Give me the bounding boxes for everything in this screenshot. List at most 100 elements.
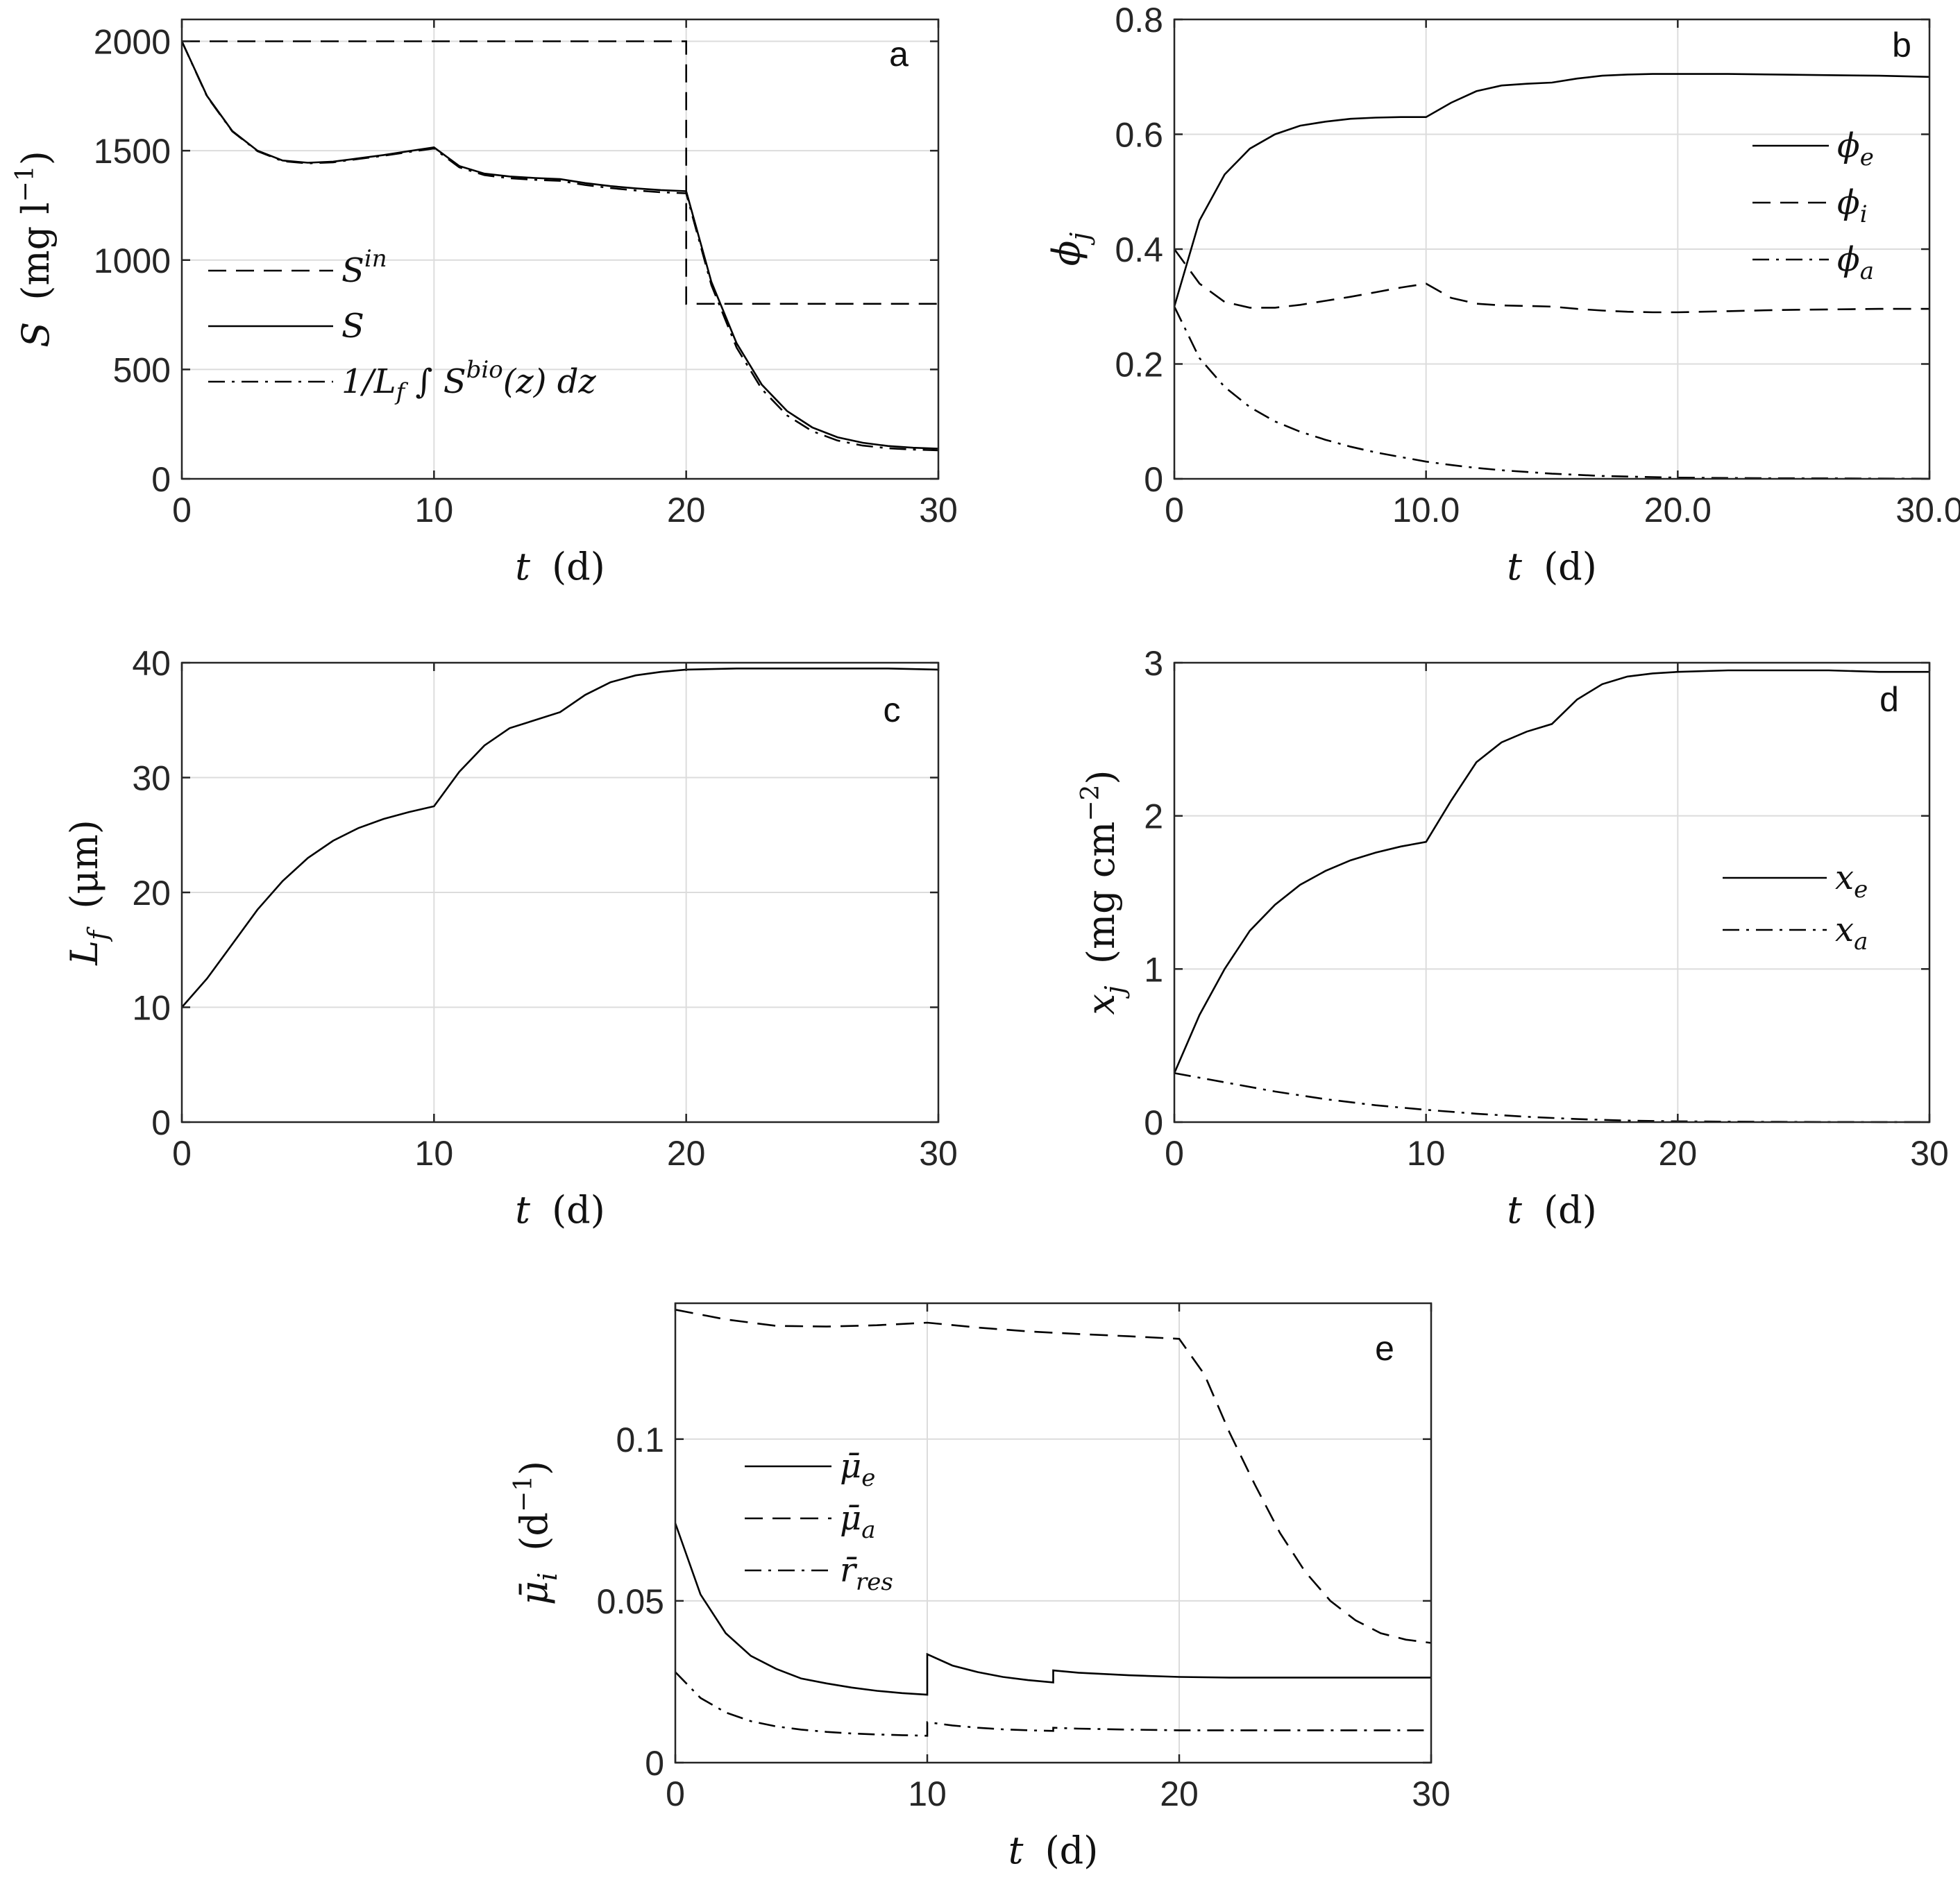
y-axis-variable: x	[1079, 994, 1123, 1015]
x-tick-label: 0	[172, 1134, 192, 1173]
legend-base: μ̄	[840, 1447, 861, 1486]
series-line-e	[1173, 73, 1930, 307]
y-tick-label: 0	[151, 460, 171, 499]
x-tick-label: 0	[1165, 491, 1184, 529]
y-tick-label: 1000	[94, 241, 171, 280]
series-line-e	[674, 1523, 1431, 1696]
panel-c: 0 10 20 30 0 10 20 30 40 t (d) Lf (μm) c	[62, 644, 958, 1232]
legend-label-a: μ̄a	[840, 1499, 875, 1544]
legend-base: x	[1835, 858, 1854, 897]
y-tick-label: 40	[132, 644, 171, 683]
x-axis-unit: (d)	[540, 1188, 605, 1232]
panel-label: d	[1879, 680, 1899, 719]
legend-label-l-f-s-bio-z-dz: 1/Lf ∫ Sbio(z) dz	[341, 356, 596, 406]
x-axis-unit: (d)	[540, 545, 605, 588]
legend: μ̄e μ̄a r̄res	[745, 1447, 893, 1596]
panel-label: c	[884, 690, 901, 729]
y-tick-label: 1500	[94, 132, 171, 171]
y-tick-label: 1	[1144, 950, 1163, 989]
y-tick-label: 0.4	[1115, 230, 1163, 269]
legend-label-x-e: xe	[1835, 858, 1868, 904]
series-line-r-res	[675, 1671, 1431, 1737]
y-tick-label: 10	[132, 989, 171, 1028]
y-axis-unit: (mg cm	[1079, 822, 1123, 976]
x-tick-label: 0	[1165, 1134, 1184, 1173]
y-axis-label: Lf (μm)	[62, 820, 113, 966]
y-axis-unit: (d	[512, 1512, 556, 1563]
legend-subscript: a	[1854, 928, 1868, 956]
panel-a: 0 10 20 30 0 500 1000 1500 2000 t (d) S (mg l−1) a S…	[11, 18, 958, 588]
x-tick-label: 30	[919, 1134, 958, 1173]
y-axis-unit: (mg l	[14, 202, 58, 312]
y-axis-label: S (mg l−1)	[11, 151, 58, 348]
x-tick-label: 10	[415, 1134, 454, 1173]
y-axis-subscript: i	[532, 1572, 563, 1581]
series-line-l-f	[181, 667, 939, 1008]
panel-label: e	[1375, 1329, 1394, 1368]
x-tick-label: 20	[667, 491, 706, 529]
y-axis-unit-exponent: −1	[11, 165, 40, 202]
y-axis-unit-exponent: −2	[1076, 785, 1105, 822]
x-axis-unit: (d)	[1532, 545, 1597, 588]
legend-subscript: a	[1860, 257, 1874, 285]
panel-label: b	[1892, 26, 1911, 65]
y-tick-label: 0	[1144, 460, 1163, 499]
x-tick-label: 10	[1407, 1134, 1446, 1173]
y-tick-label: 0	[1144, 1103, 1163, 1142]
axes-frame	[674, 1302, 1433, 1764]
legend-base: ϕ	[1837, 240, 1860, 279]
y-axis-label: xj (mg cm−2)	[1076, 770, 1130, 1015]
x-tick-label: 20	[1160, 1774, 1199, 1813]
x-axis-label: t (d)	[1507, 545, 1597, 588]
legend-formula-part: 1/L	[341, 362, 396, 401]
x-tick-label: 10.0	[1392, 491, 1460, 529]
legend-base: ϕ	[1837, 183, 1860, 222]
y-tick-label: 3	[1144, 644, 1163, 683]
legend-formula-part: ∫ S	[405, 362, 466, 401]
legend-label-x-a: xa	[1835, 910, 1868, 956]
legend-base: S	[341, 307, 364, 346]
series-line-x-a	[1174, 1072, 1930, 1124]
y-tick-label: 20	[132, 874, 171, 913]
y-tick-label: 0.2	[1115, 346, 1163, 384]
x-axis-label: t (d)	[515, 1188, 605, 1232]
x-axis-variable: t	[1507, 1188, 1522, 1232]
y-axis-unit-close: )	[1079, 770, 1123, 784]
legend-subscript: e	[861, 1464, 875, 1492]
x-tick-label: 10	[908, 1774, 947, 1813]
y-axis-unit-exponent: −1	[509, 1475, 538, 1512]
legend-subscript: e	[1860, 144, 1874, 171]
x-axis-variable: t	[1507, 545, 1522, 588]
legend-subscript: res	[856, 1568, 893, 1596]
y-axis-unit-close: )	[14, 151, 58, 165]
y-tick-label: 500	[113, 350, 171, 389]
x-tick-label: 30	[919, 491, 958, 529]
x-axis-label: t (d)	[515, 545, 605, 588]
legend-base: r̄	[840, 1551, 858, 1590]
legend-label-r-res: r̄res	[840, 1551, 893, 1596]
y-axis-variable: μ̄	[512, 1581, 556, 1605]
x-tick-label: 10	[415, 491, 454, 529]
legend-base: ϕ	[1837, 126, 1860, 165]
series-line-l-f-s-bio-z-dz	[180, 40, 939, 452]
legend-base: S	[341, 251, 364, 290]
x-tick-label: 30.0	[1895, 491, 1960, 529]
x-tick-label: 20.0	[1644, 491, 1712, 529]
x-axis-label: t (d)	[1507, 1188, 1597, 1232]
panel-label: a	[889, 35, 909, 74]
y-axis-variable: ϕ	[1045, 240, 1088, 266]
legend-base: μ̄	[840, 1499, 861, 1538]
y-tick-label: 0	[645, 1744, 664, 1783]
legend-label-i: ϕi	[1837, 183, 1868, 228]
y-tick-label: 2000	[94, 23, 171, 62]
y-axis-unit: (μm)	[62, 820, 106, 921]
axes-frame	[180, 18, 940, 480]
